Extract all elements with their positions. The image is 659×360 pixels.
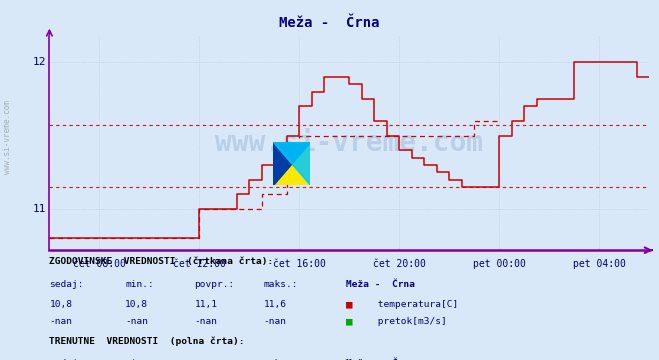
Text: 10,8: 10,8 (125, 300, 148, 309)
Text: min.:: min.: (125, 280, 154, 289)
Text: sedaj:: sedaj: (49, 280, 84, 289)
Text: www.si-vreme.com: www.si-vreme.com (3, 100, 13, 174)
Text: maks.:: maks.: (264, 280, 298, 289)
Text: 11: 11 (33, 204, 46, 214)
Text: pretok[m3/s]: pretok[m3/s] (372, 317, 447, 326)
Text: 11,1: 11,1 (194, 300, 217, 309)
Text: ZGODOVINSKE  VREDNOSTI  (črtkana črta):: ZGODOVINSKE VREDNOSTI (črtkana črta): (49, 257, 273, 266)
Text: min.:: min.: (125, 359, 154, 360)
Text: povpr.:: povpr.: (194, 359, 235, 360)
Text: ■: ■ (346, 300, 353, 310)
Polygon shape (273, 142, 310, 185)
Text: TRENUTNE  VREDNOSTI  (polna črta):: TRENUTNE VREDNOSTI (polna črta): (49, 337, 245, 346)
Text: sedaj:: sedaj: (49, 359, 84, 360)
Polygon shape (273, 142, 310, 185)
Text: temperatura[C]: temperatura[C] (372, 300, 459, 309)
Text: pet 04:00: pet 04:00 (573, 259, 625, 269)
Text: Meža -  Črna: Meža - Črna (346, 359, 415, 360)
Text: 11,6: 11,6 (264, 300, 287, 309)
Text: čet 12:00: čet 12:00 (173, 259, 226, 269)
Text: Meža -  Črna: Meža - Črna (279, 16, 380, 30)
Text: pet 00:00: pet 00:00 (473, 259, 526, 269)
Polygon shape (273, 142, 310, 185)
Text: 12: 12 (33, 57, 46, 67)
Text: povpr.:: povpr.: (194, 280, 235, 289)
Text: -nan: -nan (194, 317, 217, 326)
Text: Meža -  Črna: Meža - Črna (346, 280, 415, 289)
Text: www.si-vreme.com: www.si-vreme.com (215, 129, 483, 157)
Text: čet 08:00: čet 08:00 (73, 259, 126, 269)
Text: čet 16:00: čet 16:00 (273, 259, 326, 269)
Text: 10,8: 10,8 (49, 300, 72, 309)
Text: -nan: -nan (49, 317, 72, 326)
Text: čet 20:00: čet 20:00 (373, 259, 426, 269)
Text: -nan: -nan (125, 317, 148, 326)
Text: -nan: -nan (264, 317, 287, 326)
Text: ■: ■ (346, 317, 353, 327)
Text: maks.:: maks.: (264, 359, 298, 360)
